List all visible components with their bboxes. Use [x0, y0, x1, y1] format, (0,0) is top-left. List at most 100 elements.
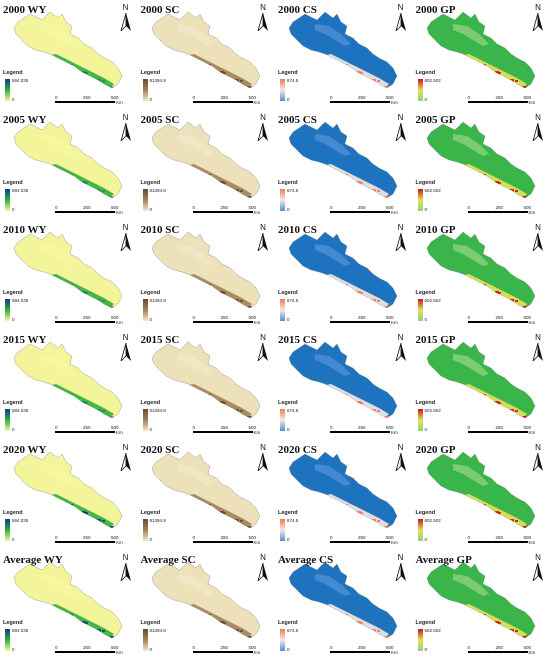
region-outline — [13, 451, 123, 529]
scale-unit: Km — [253, 430, 261, 435]
scale-tick-label: 500 — [248, 535, 257, 540]
region-outline — [426, 451, 535, 529]
scale-unit: Km — [528, 540, 536, 545]
scale-tick-label: 500 — [386, 95, 394, 100]
scale-tick-label: 0 — [192, 535, 196, 540]
scale-bar: 0 250 500 Km — [330, 95, 400, 108]
north-label: N — [535, 113, 541, 122]
scale-tick-label: 0 — [55, 95, 58, 100]
legend-title: Legend — [3, 180, 23, 186]
scale-bar: 0 250 500 Km — [467, 425, 538, 438]
legend-title: Legend — [3, 620, 23, 626]
legend-max-value: 674.5 — [287, 78, 299, 83]
legend-max-value: 602.502 — [424, 78, 441, 83]
legend-max-value: 81394.9 — [149, 628, 166, 633]
scale-tick-label: 250 — [495, 95, 504, 100]
scale-bar-ruler — [55, 431, 115, 433]
legend-title: Legend — [278, 70, 298, 76]
scale-bar-ruler — [192, 431, 253, 433]
north-label: N — [122, 553, 129, 562]
legend-min-value: 0 — [424, 207, 428, 212]
north-arrow-icon: N — [257, 333, 269, 363]
legend-min-value: 0 — [12, 317, 15, 322]
scale-bar-ruler — [467, 651, 528, 653]
scale-bar: 0 250 500 Km — [330, 205, 400, 218]
north-arrow-icon: N — [395, 223, 407, 253]
map-panel-cs-2005: 2005 CS N Legend 674.5 0 0 250 500 Km — [275, 110, 413, 220]
scale-tick-label: 500 — [386, 315, 394, 320]
scale-tick-label: 250 — [358, 205, 366, 210]
legend-min-value: 0 — [12, 427, 15, 432]
scale-unit: Km — [528, 320, 536, 325]
region-outline — [426, 341, 535, 419]
region-outline — [288, 231, 398, 309]
map-legend: Legend 602.502 0 — [416, 290, 466, 322]
legend-color-ramp — [142, 629, 148, 651]
north-label: N — [397, 113, 404, 122]
north-arrow-icon: N — [532, 553, 544, 583]
scale-bar: 0 250 500 Km — [330, 645, 400, 658]
region-outline — [151, 451, 260, 529]
scale-unit: Km — [253, 210, 261, 215]
legend-min-value: 0 — [149, 647, 153, 652]
scale-bar: 0 250 500 Km — [467, 205, 538, 218]
scale-tick-label: 250 — [358, 425, 366, 430]
scale-tick-label: 0 — [192, 315, 196, 320]
region-outline — [288, 561, 398, 639]
map-legend: Legend 602.502 0 — [416, 70, 466, 102]
legend-title: Legend — [415, 180, 436, 186]
legend-title: Legend — [140, 400, 161, 406]
panel-title: 2020 WY — [3, 444, 47, 456]
scale-bar: 0 250 500 Km — [192, 535, 263, 548]
region-outline — [426, 11, 535, 89]
scale-bar-ruler — [55, 101, 115, 103]
scale-bar-ruler — [330, 101, 390, 103]
scale-tick-label: 0 — [55, 205, 58, 210]
north-label: N — [260, 443, 266, 452]
north-label: N — [260, 113, 266, 122]
north-arrow-icon: N — [532, 113, 544, 143]
legend-max-value: 674.5 — [287, 188, 299, 193]
scale-bar: 0 250 500 Km — [55, 425, 125, 438]
legend-title: Legend — [140, 290, 161, 296]
map-legend: Legend 81394.9 0 — [141, 180, 191, 212]
scale-tick-label: 500 — [386, 425, 394, 430]
region-map — [13, 561, 123, 639]
scale-bar: 0 250 500 Km — [330, 535, 400, 548]
scale-bar-ruler — [192, 541, 253, 543]
scale-unit: Km — [116, 100, 123, 105]
panel-title: 2005 WY — [3, 114, 47, 126]
legend-title: Legend — [415, 290, 436, 296]
legend-title: Legend — [140, 510, 161, 516]
north-label: N — [397, 553, 404, 562]
legend-max-value: 602.502 — [424, 298, 441, 303]
region-map — [288, 561, 398, 639]
north-arrow-icon: N — [532, 3, 544, 33]
region-map — [426, 561, 535, 639]
legend-color-ramp — [142, 189, 148, 211]
scale-unit: Km — [116, 650, 123, 655]
north-arrow-icon: N — [395, 333, 407, 363]
map-legend: Legend 602.502 0 — [416, 510, 466, 542]
scale-unit: Km — [253, 540, 261, 545]
legend-max-value: 81394.9 — [149, 408, 166, 413]
map-panel-wy-2000: 2000 WY N Legend 594.035 0 0 250 500 Km — [0, 0, 138, 110]
scale-bar-ruler — [467, 541, 528, 543]
scale-tick-label: 250 — [495, 645, 504, 650]
legend-title: Legend — [3, 70, 23, 76]
legend-title: Legend — [278, 400, 298, 406]
legend-color-ramp — [280, 299, 285, 321]
region-outline — [151, 11, 260, 89]
map-panel-gp-2015: 2015 GP N Legend 602.502 0 0 250 500 Km — [413, 330, 550, 440]
scale-tick-label: 250 — [83, 425, 91, 430]
scale-tick-label: 250 — [220, 315, 229, 320]
panel-title: 2020 GP — [415, 444, 456, 456]
scale-tick-label: 250 — [220, 425, 229, 430]
scale-unit: Km — [391, 430, 398, 435]
north-arrow-icon: N — [395, 3, 407, 33]
north-arrow-icon: N — [120, 223, 132, 253]
north-arrow-icon: N — [120, 553, 132, 583]
legend-color-ramp — [417, 629, 423, 651]
scale-bar-ruler — [192, 651, 253, 653]
north-label: N — [535, 553, 541, 562]
